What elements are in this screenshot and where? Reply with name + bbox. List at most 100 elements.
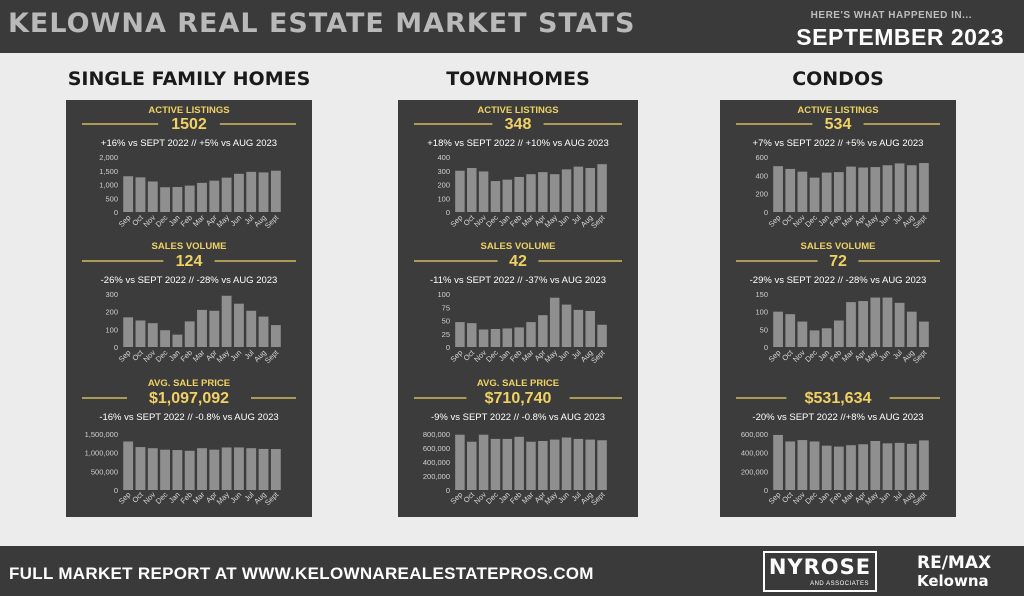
condos-1-bar-feb — [833, 320, 844, 347]
nyrose-logo: NYROSE AND ASSOCIATES — [763, 551, 877, 592]
single-family-homes-2-comparison-text: -16% vs SEPT 2022 // -0.8% vs AUG 2023 — [99, 412, 278, 423]
townhomes-1-bar-jul — [573, 309, 584, 347]
townhomes-2-bar-jun — [561, 437, 572, 490]
section-title-single-family: SINGLE FAMILY HOMES — [67, 68, 311, 90]
condos-1-chart-title: SALES VOLUME — [801, 241, 876, 252]
townhomes-1-chart-title: SALES VOLUME — [481, 241, 556, 252]
townhomes-0-ytick-label: 0 — [446, 208, 450, 217]
single-family-homes-2-chart-title: AVG. SALE PRICE — [148, 378, 230, 389]
single-family-homes-0-bar-dec — [160, 187, 170, 212]
condos-1-comparison-text: -29% vs SEPT 2022 // -28% vs AUG 2023 — [750, 275, 927, 286]
single-family-homes-1-bar-apr — [209, 310, 220, 347]
townhomes-0-ytick-label: 100 — [437, 194, 450, 203]
nyrose-logo-sub: AND ASSOCIATES — [810, 581, 869, 587]
single-family-homes-1-bar-feb — [184, 321, 195, 347]
condos-0-comparison-text: +7% vs SEPT 2022 // +5% vs AUG 2023 — [753, 138, 924, 149]
single-family-homes-2-bar-jul — [246, 448, 257, 490]
townhomes-2-chart-title: AVG. SALE PRICE — [477, 378, 559, 389]
condos-1-bar-jan — [821, 328, 832, 347]
single-family-homes-1-bar-sep — [123, 317, 134, 347]
single-family-homes-1-chart-title: SALES VOLUME — [152, 241, 227, 252]
header-month: SEPTEMBER 2023 — [796, 24, 1004, 50]
townhomes-2-bar-mar — [526, 441, 536, 490]
townhomes-0-chart-title: ACTIVE LISTINGS — [477, 105, 558, 116]
condos-1-bar-apr — [858, 301, 869, 347]
condos-0-bar-nov — [797, 171, 808, 212]
condos-2-bar-dec — [809, 441, 820, 490]
townhomes-0-bar-jul — [573, 166, 584, 212]
single-family-homes-2-bar-nov — [147, 448, 158, 490]
single-family-homes-2-bar-aug — [258, 448, 269, 490]
single-family-homes-1-bar-aug — [258, 316, 269, 347]
single-family-homes-2-ytick-label: 500,000 — [91, 467, 118, 476]
single-family-homes-1-ytick-label: 0 — [114, 343, 118, 352]
townhomes-2-bar-apr — [538, 441, 548, 490]
condos-2-comparison-text: -20% vs SEPT 2022 //+8% vs AUG 2023 — [752, 412, 923, 423]
townhomes-0-bar-apr — [538, 172, 548, 212]
single-family-homes-1-xtick-label: Jun — [228, 348, 243, 363]
condos-0-bar-sep — [773, 166, 783, 212]
single-family-homes-1-comparison-text: -26% vs SEPT 2022 // -28% vs AUG 2023 — [101, 275, 278, 286]
condos-2-bar-mar — [846, 445, 856, 490]
townhomes-2-xtick-label: Jun — [556, 490, 571, 505]
condos-0-xtick-label: Sept — [911, 212, 929, 230]
single-family-homes-0-bar-aug — [258, 172, 269, 212]
townhomes-1-bar-sep — [455, 322, 465, 347]
condos-2-ytick-label: 400,000 — [741, 449, 768, 458]
condos-2-bar-nov — [797, 440, 808, 490]
condos-0-bar-jul — [894, 163, 905, 212]
single-family-homes-1-ytick-label: 300 — [105, 290, 118, 299]
townhomes-0-bar-mar — [526, 174, 536, 212]
single-family-homes-0-bar-feb — [184, 185, 195, 212]
townhomes-2-bar-aug — [585, 439, 595, 490]
townhomes-2-bar-jul — [573, 438, 584, 490]
single-family-homes-1-xtick-label: Sept — [263, 347, 281, 365]
condos-2-bar-jun — [882, 443, 893, 490]
single-family-homes-0-ytick-label: 1,000 — [99, 181, 118, 190]
townhomes-2-bar-jan — [502, 438, 513, 490]
condos-1-bar-dec — [809, 330, 820, 347]
footer-report-link[interactable]: FULL MARKET REPORT AT WWW.KELOWNAREALEST… — [9, 564, 594, 583]
condos-2-bar-oct — [785, 441, 796, 490]
single-family-homes-0-bar-jun — [234, 173, 244, 212]
townhomes-2-ytick-label: 200,000 — [423, 472, 450, 481]
single-family-homes-2-ytick-label: 1,000,000 — [85, 449, 118, 458]
condos-0-xtick-label: Jun — [877, 213, 892, 228]
townhomes-2-bar-sep — [455, 434, 465, 490]
townhomes-1-highlight-value: 42 — [509, 253, 527, 270]
townhomes-2-highlight-value: $710,740 — [485, 390, 552, 407]
townhomes-0-bar-dec — [490, 181, 501, 212]
condos-2-bar-jan — [821, 445, 832, 490]
single-family-homes-0-bar-nov — [147, 181, 158, 212]
single-family-homes-2-highlight-value: $1,097,092 — [149, 390, 229, 407]
condos-2-ytick-label: 600,000 — [741, 430, 768, 439]
single-family-homes-0-bar-may — [221, 177, 232, 212]
condos-2-bar-feb — [833, 446, 844, 490]
townhomes-1-bar-sept — [597, 324, 607, 347]
remax-logo-top: RE/MAX — [917, 553, 992, 573]
single-family-homes-0-ytick-label: 2,000 — [99, 153, 118, 162]
single-family-homes-1-bar-nov — [147, 323, 158, 347]
condos-0-bar-dec — [809, 177, 820, 212]
single-family-homes-0-ytick-label: 0 — [114, 208, 118, 217]
condos-1-ytick-label: 50 — [760, 325, 768, 334]
townhomes-1-bar-jun — [561, 304, 572, 347]
section-title-townhomes: TOWNHOMES — [446, 68, 590, 90]
single-family-homes-1-bar-jun — [234, 303, 244, 347]
single-family-homes-2-ytick-label: 0 — [114, 486, 118, 495]
townhomes-0-xtick-label: Sept — [589, 212, 607, 230]
single-family-homes-1-bar-mar — [197, 309, 207, 347]
townhomes-0-comparison-text: +18% vs SEPT 2022 // +10% vs AUG 2023 — [427, 138, 609, 149]
townhomes-0-ytick-label: 200 — [437, 181, 450, 190]
single-family-homes-1-bar-sept — [270, 325, 281, 347]
single-family-homes-2-bar-jan — [172, 450, 183, 490]
condos-1-bar-jul — [894, 302, 905, 347]
townhomes-1-bar-aug — [585, 310, 595, 347]
condos-1-ytick-label: 150 — [755, 290, 768, 299]
single-family-homes-2-bar-dec — [160, 449, 170, 490]
condos-2-bar-jul — [894, 442, 905, 490]
condos-0-bar-sept — [919, 163, 929, 212]
single-family-homes-0-comparison-text: +16% vs SEPT 2022 // +5% vs AUG 2023 — [101, 138, 277, 149]
